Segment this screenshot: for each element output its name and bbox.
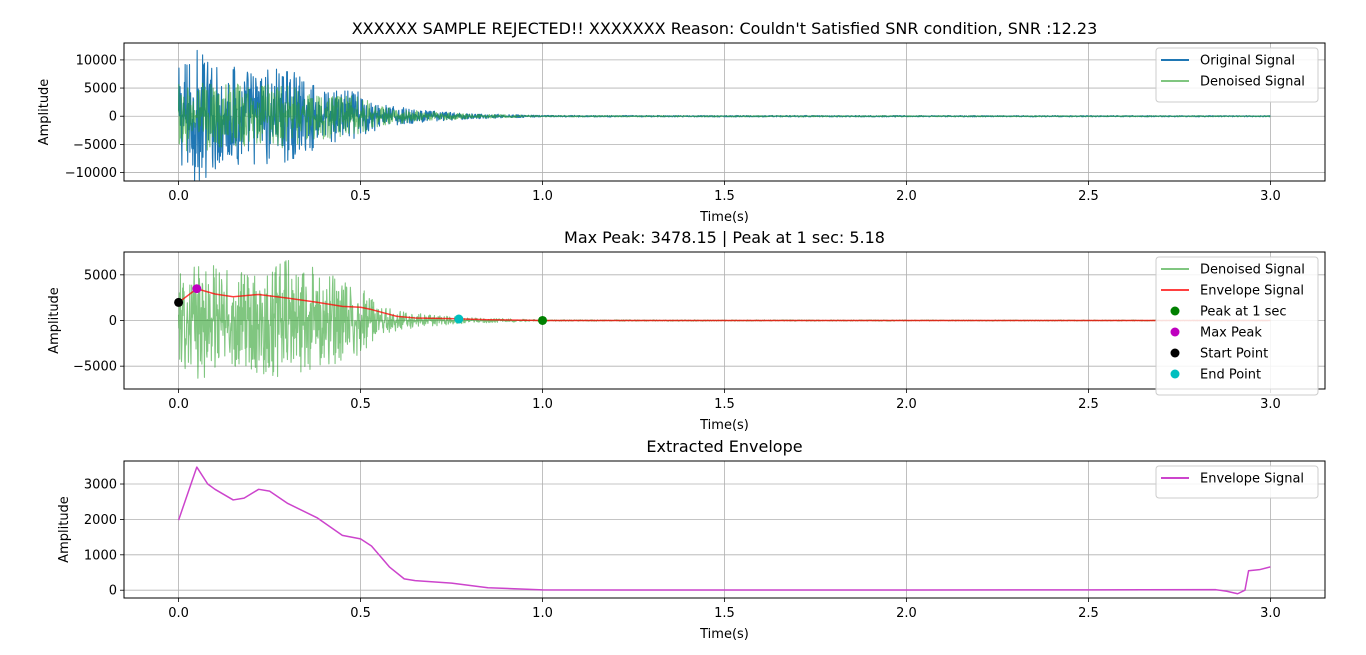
chart-title: Max Peak: 3478.15 | Peak at 1 sec: 5.18 bbox=[564, 228, 885, 247]
legend-marker bbox=[1170, 327, 1180, 337]
legend-item: Denoised Signal bbox=[1161, 263, 1305, 278]
legend-item: Envelope Signal bbox=[1161, 284, 1304, 299]
legend: Envelope Signal bbox=[1155, 465, 1319, 499]
gridlines bbox=[124, 461, 1325, 598]
legend-label: Original Signal bbox=[1200, 54, 1295, 69]
x-tick-label: 3.0 bbox=[1260, 606, 1281, 621]
x-tick-label: 0.5 bbox=[350, 189, 371, 204]
x-axis-label: Time(s) bbox=[699, 418, 749, 433]
x-tick-label: 0.0 bbox=[168, 397, 189, 412]
y-axis-label: Amplitude bbox=[37, 79, 52, 146]
legend-item: Max Peak bbox=[1170, 326, 1262, 341]
plot-area bbox=[178, 49, 1271, 181]
x-tick-label: 3.0 bbox=[1260, 397, 1281, 412]
x-tick-label: 1.0 bbox=[532, 606, 553, 621]
plot-area bbox=[178, 259, 1271, 379]
marker-peak-at-1-sec bbox=[538, 315, 548, 325]
y-tick-label: −10000 bbox=[65, 166, 117, 181]
legend-item: Original Signal bbox=[1161, 54, 1295, 69]
x-tick-label: 2.5 bbox=[1078, 189, 1099, 204]
y-tick-label: −5000 bbox=[73, 138, 117, 153]
y-tick-label: 10000 bbox=[76, 53, 117, 68]
legend-item: Start Point bbox=[1170, 347, 1268, 362]
y-tick-label: 0 bbox=[109, 110, 117, 125]
legend-label: Start Point bbox=[1200, 347, 1268, 362]
y-tick-label: 3000 bbox=[84, 478, 117, 493]
y-axis-label: Amplitude bbox=[47, 287, 62, 354]
legend-marker bbox=[1170, 369, 1180, 379]
x-tick-label: 2.0 bbox=[896, 189, 917, 204]
legend: Denoised Signal Envelope Signal Peak at 1 … bbox=[1155, 256, 1319, 396]
legend-box bbox=[1155, 256, 1319, 396]
y-tick-label: 1000 bbox=[84, 548, 117, 563]
marker-end-point bbox=[454, 314, 464, 324]
y-tick-label: 5000 bbox=[84, 82, 117, 97]
denoised-envelope-panel: 0.0 0.5 1.0 1.5 2.0 2.5 3.0 −5000 0 5000 Max Peak:… bbox=[47, 228, 1326, 433]
original-and-denoised-panel: 0.0 0.5 1.0 1.5 2.0 2.5 3.0 −10000 −5000 0 5000 100… bbox=[37, 19, 1326, 225]
x-tick-label: 2.0 bbox=[896, 606, 917, 621]
x-tick-label: 2.5 bbox=[1078, 606, 1099, 621]
series-line-denoised-signal bbox=[178, 82, 1271, 152]
legend-box bbox=[1155, 465, 1319, 499]
legend-box bbox=[1155, 47, 1319, 103]
legend-label: Max Peak bbox=[1200, 326, 1262, 341]
x-axis-label: Time(s) bbox=[699, 627, 749, 642]
x-tick-label: 1.5 bbox=[714, 606, 735, 621]
x-tick-label: 0.5 bbox=[350, 397, 371, 412]
x-tick-label: 1.0 bbox=[532, 189, 553, 204]
legend-label: Denoised Signal bbox=[1200, 263, 1305, 278]
x-tick-label: 0.0 bbox=[168, 189, 189, 204]
x-tick-label: 0.5 bbox=[350, 606, 371, 621]
legend-item: Peak at 1 sec bbox=[1170, 305, 1287, 320]
y-axis-label: Amplitude bbox=[57, 496, 72, 563]
chart-title: XXXXXX SAMPLE REJECTED!! XXXXXXX Reason:… bbox=[352, 19, 1098, 38]
legend-item: End Point bbox=[1170, 368, 1261, 383]
legend-label: Envelope Signal bbox=[1200, 284, 1304, 299]
marker-max-peak bbox=[192, 284, 202, 294]
legend-label: Peak at 1 sec bbox=[1200, 305, 1287, 320]
series-line-envelope-signal bbox=[177, 466, 1271, 595]
y-tick-label: 5000 bbox=[84, 268, 117, 283]
x-tick-label: 1.5 bbox=[714, 397, 735, 412]
x-tick-label: 1.0 bbox=[532, 397, 553, 412]
extracted-envelope-panel: 0.0 0.5 1.0 1.5 2.0 2.5 3.0 0 1000 2000 3000 Extrac… bbox=[57, 437, 1326, 642]
x-axis-label: Time(s) bbox=[699, 210, 749, 225]
legend-label: Denoised Signal bbox=[1200, 75, 1305, 90]
legend-label: End Point bbox=[1200, 368, 1261, 383]
marker-start-point bbox=[174, 297, 184, 307]
series-line-envelope-signal bbox=[178, 287, 1271, 322]
chart-title: Extracted Envelope bbox=[646, 437, 802, 456]
y-tick-label: 2000 bbox=[84, 513, 117, 528]
x-tick-label: 1.5 bbox=[714, 189, 735, 204]
y-tick-label: 0 bbox=[109, 584, 117, 599]
legend-label: Envelope Signal bbox=[1200, 472, 1304, 487]
legend-marker bbox=[1170, 348, 1180, 358]
x-tick-label: 2.0 bbox=[896, 397, 917, 412]
legend-item: Denoised Signal bbox=[1161, 75, 1305, 90]
legend-item: Envelope Signal bbox=[1161, 472, 1304, 487]
x-tick-label: 3.0 bbox=[1260, 189, 1281, 204]
x-tick-label: 2.5 bbox=[1078, 397, 1099, 412]
legend: Original Signal Denoised Signal bbox=[1155, 47, 1319, 103]
y-tick-label: 0 bbox=[109, 314, 117, 329]
legend-marker bbox=[1170, 306, 1180, 316]
plot-area bbox=[177, 466, 1271, 595]
y-tick-label: −5000 bbox=[73, 360, 117, 375]
x-tick-label: 0.0 bbox=[168, 606, 189, 621]
